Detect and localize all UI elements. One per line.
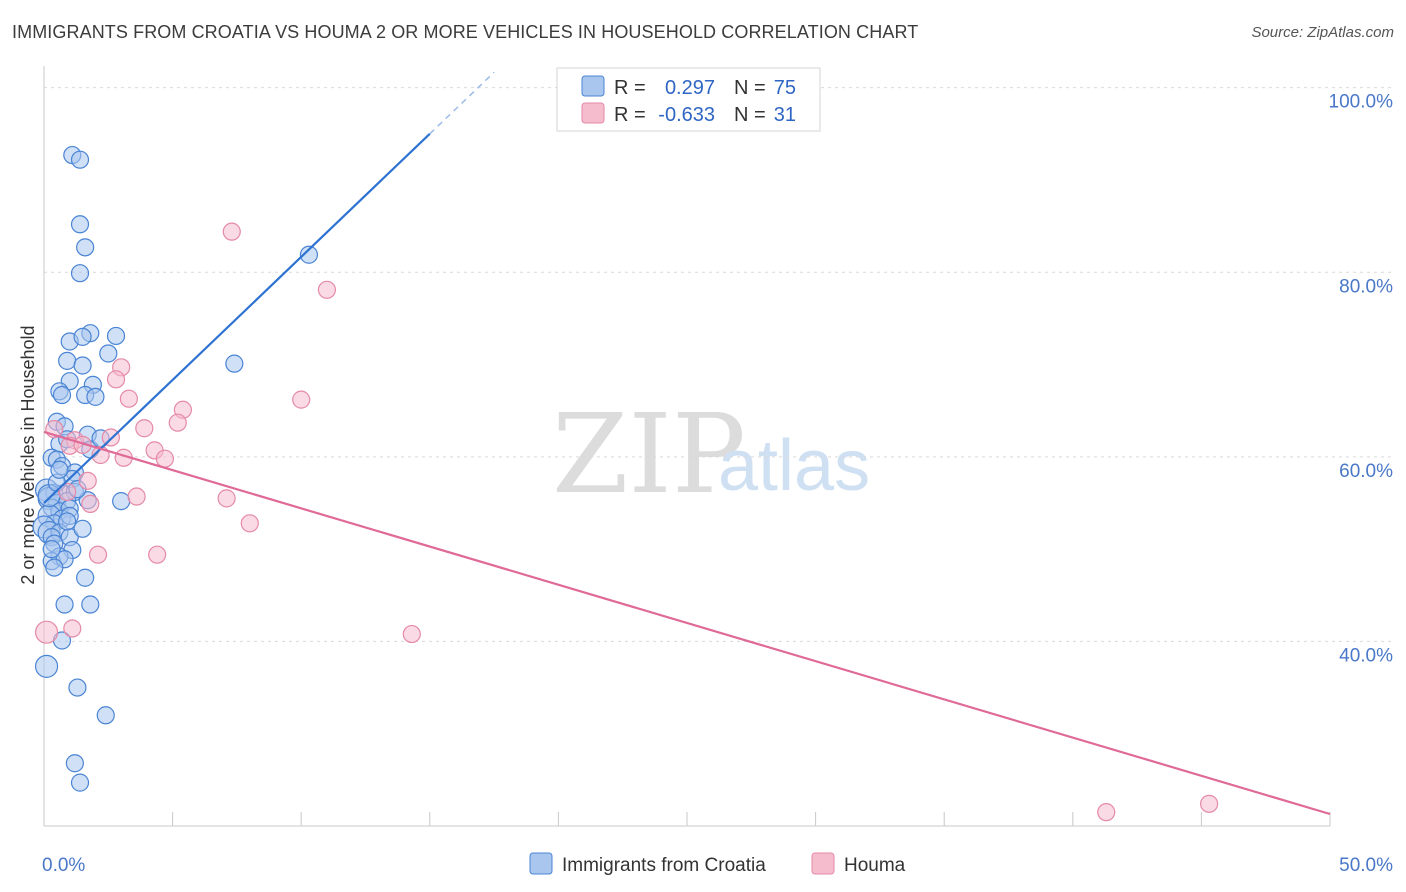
legend-swatch-pink: [581, 102, 605, 124]
legend-n-value-2: 31: [774, 104, 796, 126]
data-point: [70, 215, 90, 234]
data-point: [1097, 803, 1116, 822]
data-point: [86, 387, 105, 406]
y-tick-label: 100.0%: [1329, 92, 1394, 113]
data-point: [58, 512, 77, 531]
legend-r-label-1: R =: [614, 77, 646, 99]
data-point: [34, 654, 59, 678]
legend-swatch-blue: [581, 75, 605, 97]
data-point: [73, 519, 92, 538]
data-point: [63, 619, 82, 638]
data-point: [76, 238, 95, 257]
data-point: [88, 545, 108, 564]
y-tick-label: 80.0%: [1339, 276, 1393, 297]
axes: [43, 66, 1331, 827]
correlation-legend: R = 0.297 N = 75 R = -0.633 N = 31: [556, 67, 821, 132]
data-point: [135, 419, 154, 438]
series-legend-swatch-houma: [811, 852, 835, 875]
data-point: [299, 245, 319, 264]
watermark-atlas: atlas: [718, 426, 870, 506]
legend-r-label-2: R =: [614, 104, 646, 126]
data-point: [73, 356, 92, 375]
trend-lines: [43, 71, 1331, 816]
series-houma: [34, 222, 1219, 822]
data-point: [70, 150, 90, 169]
watermark: ZIP atlas: [552, 390, 870, 518]
data-point: [45, 558, 64, 577]
tick-labels: 40.0% 60.0% 80.0% 100.0% 0.0% 50.0%: [42, 92, 1393, 876]
data-point: [68, 678, 87, 697]
data-point: [70, 773, 90, 792]
data-point: [106, 370, 126, 389]
data-point: [81, 595, 100, 614]
legend-r-value-1: 0.297: [665, 77, 715, 99]
source-credit: Source: ZipAtlas.com: [1251, 24, 1394, 41]
data-point: [317, 280, 337, 299]
y-tick-label: 60.0%: [1339, 461, 1393, 482]
y-tick-label: 40.0%: [1339, 645, 1393, 666]
series-legend: Immigrants from Croatia Houma: [529, 852, 906, 876]
data-point: [76, 568, 95, 587]
trend-line-houma: [43, 430, 1331, 816]
data-point: [148, 545, 167, 564]
data-point: [58, 351, 77, 370]
series-legend-label-croatia: Immigrants from Croatia: [562, 855, 766, 876]
gridlines: [44, 87, 1394, 642]
data-point: [70, 264, 90, 283]
data-point: [222, 222, 241, 241]
x-tick-label-min: 0.0%: [42, 855, 85, 876]
data-point: [50, 460, 69, 479]
data-point: [1200, 794, 1219, 813]
data-point: [58, 482, 77, 502]
x-tick-label-max: 50.0%: [1339, 855, 1393, 876]
data-point: [55, 595, 74, 614]
data-point: [127, 487, 146, 506]
data-point: [73, 327, 92, 346]
data-point: [217, 489, 236, 508]
series-legend-label-houma: Houma: [844, 855, 906, 876]
series-legend-swatch-croatia: [529, 852, 553, 875]
data-point: [52, 385, 72, 405]
data-point: [99, 344, 118, 363]
data-point: [240, 514, 259, 533]
data-point: [112, 492, 131, 511]
data-point: [292, 390, 311, 409]
legend-n-label-2: N =: [734, 104, 766, 126]
series-immigrants-from-croatia: [32, 145, 319, 792]
data-point: [96, 706, 115, 725]
data-point: [78, 471, 97, 490]
chart-title: IMMIGRANTS FROM CROATIA VS HOUMA 2 OR MO…: [12, 22, 919, 42]
data-point: [42, 540, 61, 559]
data-point: [225, 354, 244, 373]
data-point: [65, 754, 84, 773]
trend-line-croatia-extension: [429, 71, 495, 135]
data-point: [81, 494, 100, 514]
trend-line-croatia: [43, 133, 431, 504]
data-point: [34, 620, 59, 644]
data-point: [155, 449, 174, 468]
legend-r-value-2: -0.633: [658, 104, 715, 126]
watermark-zip: ZIP: [552, 390, 746, 518]
legend-n-value-1: 75: [774, 77, 796, 99]
data-point: [168, 413, 187, 432]
data-point: [106, 326, 126, 346]
data-point: [119, 389, 138, 408]
y-axis-label: 2 or more Vehicles in Household: [18, 325, 38, 584]
legend-n-label-1: N =: [734, 77, 766, 99]
data-point: [402, 624, 421, 644]
